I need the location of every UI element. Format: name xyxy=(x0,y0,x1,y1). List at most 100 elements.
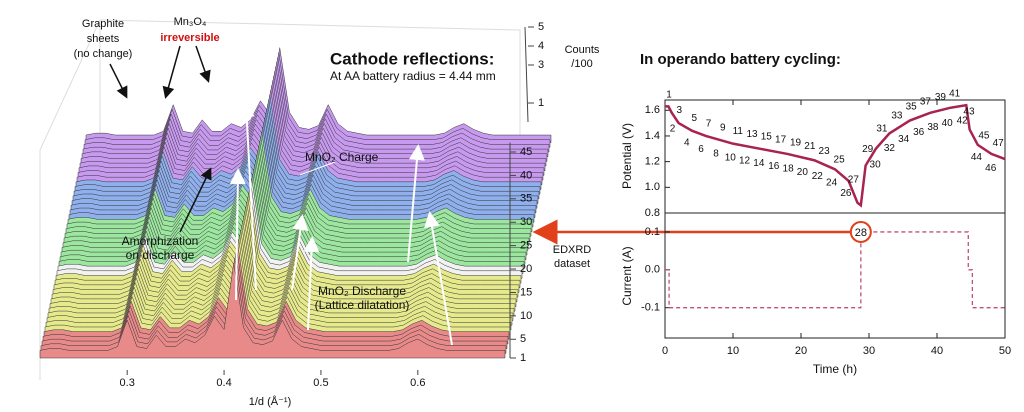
dataset-label: 27 xyxy=(848,174,860,185)
annotation: Cathode reflections: xyxy=(330,49,494,68)
pattern-curve xyxy=(44,239,511,335)
pattern-curve xyxy=(83,56,550,153)
arrow xyxy=(303,236,320,331)
dataset-tick-label: 25 xyxy=(520,240,532,252)
dataset-label: 43 xyxy=(963,106,975,117)
dataset-label: 41 xyxy=(949,89,961,100)
pattern-curve xyxy=(40,258,507,354)
pattern-curve xyxy=(59,169,526,265)
pattern-curve xyxy=(69,122,536,218)
dataset-label: 36 xyxy=(913,127,925,138)
dataset-tick-label: 15 xyxy=(520,286,532,298)
cycling-chart: Potential (V) Current (A) Time (h) 0.8 1.… xyxy=(620,89,1011,376)
arrow xyxy=(424,211,453,346)
pattern-curve xyxy=(79,75,546,171)
y-axis-label: Current (A) xyxy=(620,246,634,305)
pattern-curve xyxy=(64,145,531,242)
annotation: (Lattice dilatation) xyxy=(315,298,410,312)
x-tick-label: 50 xyxy=(999,345,1011,357)
potential-line xyxy=(665,103,1006,208)
pattern-curve xyxy=(42,248,509,345)
chart-title: In operando battery cycling: xyxy=(640,51,841,68)
y-tick-label: 0.8 xyxy=(645,207,660,219)
annotation: MnO₂ Charge xyxy=(305,150,379,164)
dataset-label: 19 xyxy=(790,137,802,148)
dataset-label: 10 xyxy=(725,153,737,164)
y-axis-label: Potential (V) xyxy=(620,123,634,189)
pattern-curve xyxy=(49,216,516,312)
dataset-label: 31 xyxy=(876,124,888,135)
pattern-curve xyxy=(46,230,513,326)
arrow xyxy=(162,45,181,99)
dataset-label: 42 xyxy=(957,115,969,126)
pattern-curve xyxy=(74,99,541,195)
pattern-curve xyxy=(71,113,538,209)
dataset-label: 47 xyxy=(993,138,1005,149)
annotation: (no change) xyxy=(74,48,133,60)
dataset-label: 29 xyxy=(862,144,874,155)
waterfall-axes: 0.3 0.4 0.5 0.61/d (Å⁻¹)151015202530354045E… xyxy=(120,21,600,408)
annotation: At AA battery radius = 4.44 mm xyxy=(330,69,496,83)
dataset-label: 21 xyxy=(804,141,816,152)
counts-axis xyxy=(524,26,529,123)
dataset-label: 5 xyxy=(691,113,697,124)
dataset-tick-label: 35 xyxy=(520,193,532,205)
dataset-label: 20 xyxy=(797,167,809,178)
y-tick-label: 1.6 xyxy=(645,104,660,116)
dataset-label: 45 xyxy=(978,131,990,142)
counts-tick-label: 5 xyxy=(538,21,544,33)
dataset-label: 11 xyxy=(733,126,744,137)
dataset-tick-label: 20 xyxy=(520,263,532,275)
pattern-curve xyxy=(56,183,523,279)
dataset-label: 15 xyxy=(761,132,773,143)
counts-axis-label: Counts xyxy=(565,44,600,56)
arrow xyxy=(291,214,309,291)
leader xyxy=(299,161,336,176)
dataset-axis-label: dataset xyxy=(554,258,590,270)
dataset-label: 37 xyxy=(920,96,932,107)
x-tick-label: 30 xyxy=(863,345,875,357)
dataset-label: 26 xyxy=(840,188,852,199)
x-tick-label: 0.5 xyxy=(313,377,328,389)
pattern-curve xyxy=(52,202,519,298)
pattern-curve xyxy=(70,117,537,214)
dataset-label: 24 xyxy=(826,177,838,188)
pattern-curve xyxy=(53,197,520,293)
pattern-curve xyxy=(65,141,532,237)
dataset-tick-label: 5 xyxy=(520,333,526,345)
dataset-label: 32 xyxy=(884,143,896,154)
y-tick-label: 1.0 xyxy=(645,181,660,193)
pattern-curve xyxy=(54,192,521,289)
pattern-curve xyxy=(43,244,510,340)
pattern-curve xyxy=(50,211,517,307)
pattern-curve xyxy=(55,188,522,284)
dataset-tick-label: 10 xyxy=(520,310,532,322)
y-tick-label: -0.1 xyxy=(641,302,660,314)
arrow xyxy=(229,168,246,301)
dataset-label: 30 xyxy=(870,160,882,171)
y-tick-label: 0.1 xyxy=(645,226,660,238)
dataset-label: 8 xyxy=(713,148,719,159)
pattern-curve xyxy=(57,178,524,274)
dataset-label: 6 xyxy=(698,144,704,155)
x-axis-label: 1/d (Å⁻¹) xyxy=(249,395,291,408)
annotations: Graphite sheets (no change) Mn₃O₄ irreve… xyxy=(74,16,496,346)
counts-tick-label: 4 xyxy=(538,40,544,52)
x-tick-label: 40 xyxy=(931,345,943,357)
dataset-tick-label: 45 xyxy=(520,146,532,158)
pattern-curve xyxy=(78,80,545,176)
annotation: MnO₂ Discharge xyxy=(318,284,406,298)
y-tick-label: 1.2 xyxy=(645,156,660,168)
dataset-label: 38 xyxy=(927,122,939,133)
annotation: Graphite xyxy=(82,18,124,30)
dataset-label: 35 xyxy=(906,102,918,113)
arrow xyxy=(109,63,128,99)
counts-tick-label: 3 xyxy=(538,59,544,71)
annotation: on discharge xyxy=(126,248,195,262)
pattern-curve xyxy=(68,127,535,223)
dataset-label: 7 xyxy=(706,118,712,129)
dataset-label: 18 xyxy=(783,164,795,175)
counts-axis-label: /100 xyxy=(571,58,592,70)
arrow xyxy=(238,101,257,291)
